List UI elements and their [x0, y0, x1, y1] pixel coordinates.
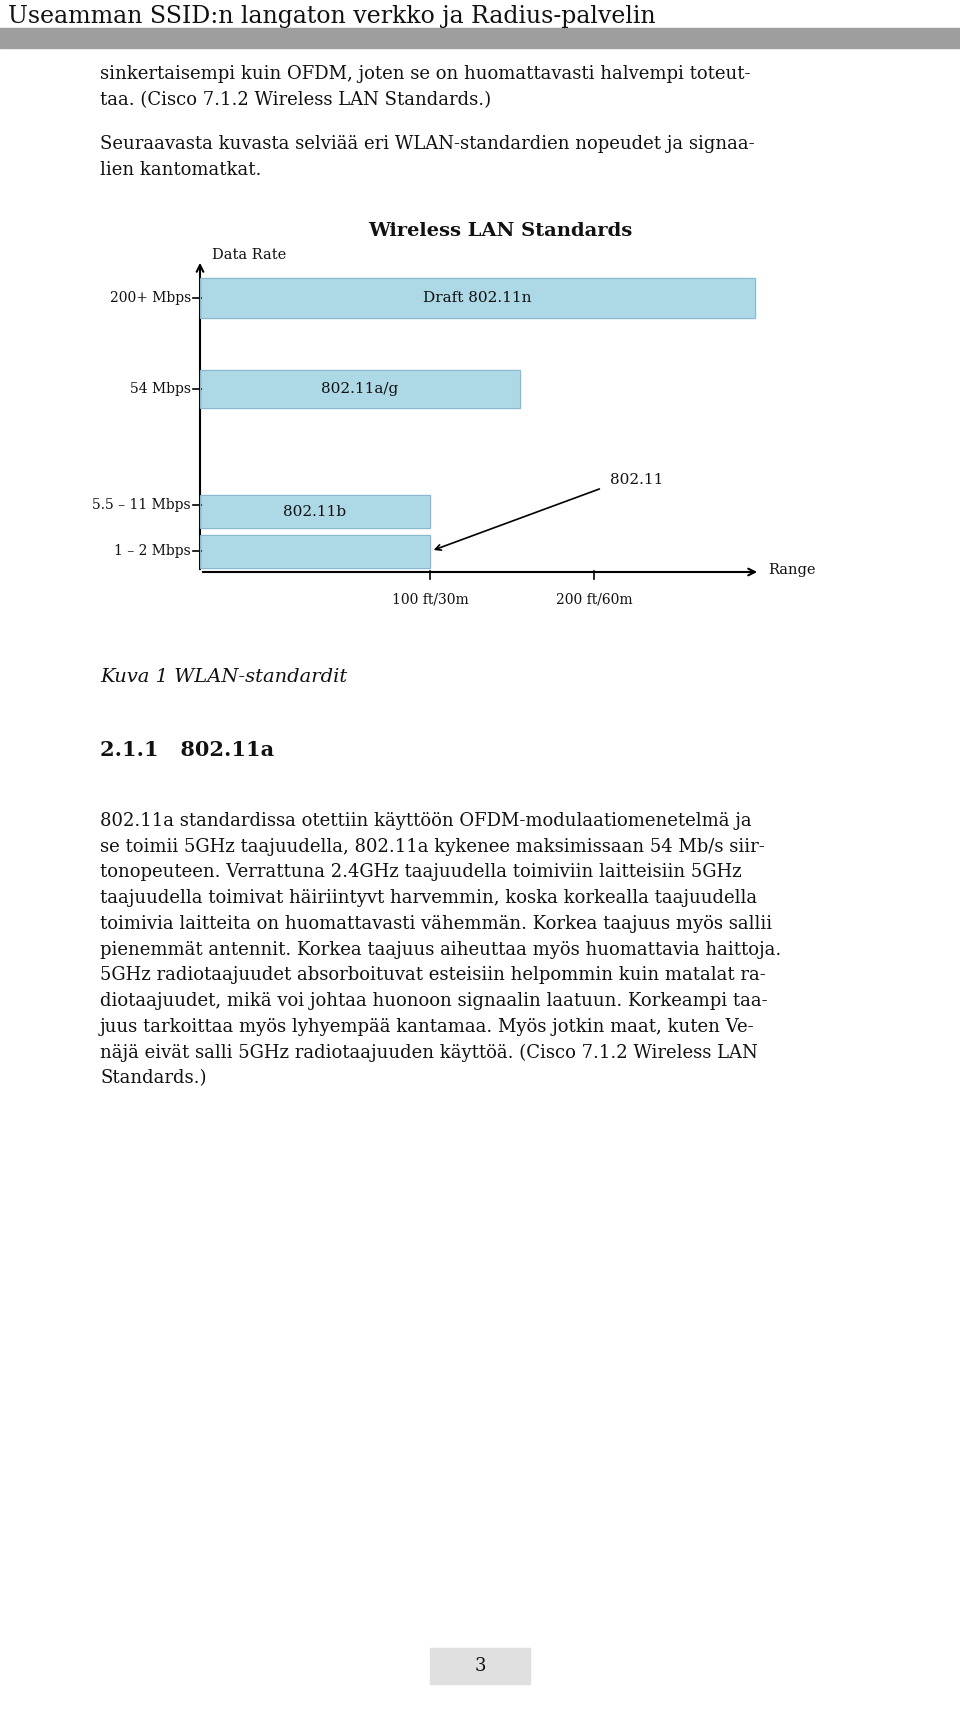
Text: 5.5 – 11 Mbps: 5.5 – 11 Mbps — [92, 498, 191, 512]
Bar — [200, 536, 430, 568]
Text: 802.11a/g: 802.11a/g — [322, 382, 398, 395]
Text: Data Rate: Data Rate — [212, 248, 286, 262]
Text: Draft 802.11n: Draft 802.11n — [423, 291, 532, 305]
Bar — [200, 536, 430, 568]
Text: Kuva 1 WLAN-standardit: Kuva 1 WLAN-standardit — [100, 667, 348, 686]
Bar — [200, 370, 520, 407]
Text: 200+ Mbps: 200+ Mbps — [109, 291, 191, 305]
Text: 1 – 2 Mbps: 1 – 2 Mbps — [114, 544, 191, 558]
Text: 3: 3 — [474, 1656, 486, 1675]
Bar — [200, 370, 520, 407]
Text: 802.11: 802.11 — [610, 472, 663, 488]
Text: Seuraavasta kuvasta selviää eri WLAN-standardien nopeudet ja signaa-
lien kantom: Seuraavasta kuvasta selviää eri WLAN-sta… — [100, 135, 755, 178]
Text: Range: Range — [768, 563, 815, 577]
Text: sinkertaisempi kuin OFDM, joten se on huomattavasti halvempi toteut-
taa. (Cisco: sinkertaisempi kuin OFDM, joten se on hu… — [100, 65, 751, 110]
Text: 54 Mbps: 54 Mbps — [130, 382, 191, 395]
Text: 2.1.1   802.11a: 2.1.1 802.11a — [100, 739, 275, 760]
Bar — [200, 277, 755, 318]
Bar — [200, 494, 430, 529]
Bar — [200, 277, 755, 318]
Bar — [430, 1648, 530, 1684]
Text: 802.11a standardissa otettiin käyttöön OFDM-modulaatiomenetelmä ja
se toimii 5GH: 802.11a standardissa otettiin käyttöön O… — [100, 813, 781, 1088]
Bar — [0, 27, 960, 48]
Text: 802.11b: 802.11b — [283, 505, 347, 518]
Text: 100 ft/30m: 100 ft/30m — [392, 592, 468, 606]
Text: 200 ft/60m: 200 ft/60m — [556, 592, 633, 606]
Text: Useamman SSID:n langaton verkko ja Radius-palvelin: Useamman SSID:n langaton verkko ja Radiu… — [8, 5, 656, 27]
Bar — [200, 494, 430, 529]
Text: Wireless LAN Standards: Wireless LAN Standards — [368, 222, 632, 240]
